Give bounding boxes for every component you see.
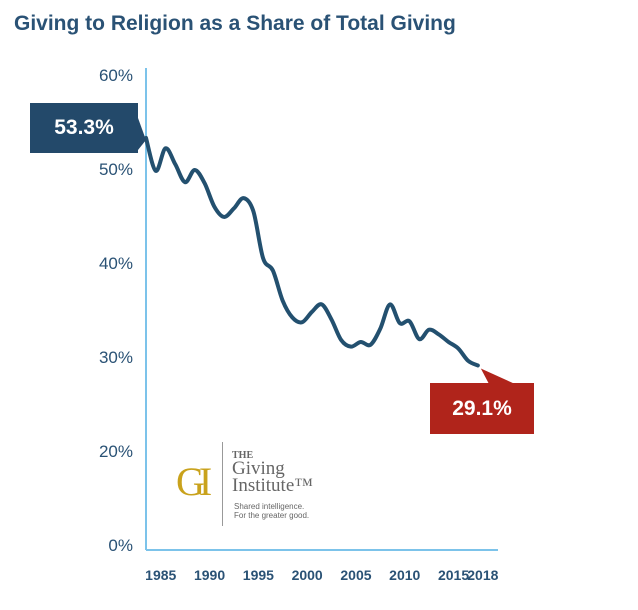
y-tick-label: 50% <box>99 160 133 179</box>
x-tick-label: 2010 <box>389 567 420 583</box>
end-callout-pointer <box>480 368 515 384</box>
y-tick-label: 30% <box>99 348 133 367</box>
x-tick-label: 2005 <box>340 567 371 583</box>
logo-tagline: Shared intelligence. For the greater good… <box>234 502 309 520</box>
y-tick-label: 40% <box>99 254 133 273</box>
y-tick-label: 0% <box>108 536 133 555</box>
x-tick-label: 1985 <box>145 567 176 583</box>
series-line <box>144 135 480 368</box>
y-tick-label: 60% <box>99 66 133 85</box>
logo-name-line1: Giving <box>232 458 285 479</box>
logo-the: THE <box>232 450 254 461</box>
logo-mark: GI <box>176 459 212 504</box>
logo-name: Giving Institute™ <box>232 458 313 496</box>
logo-divider <box>222 442 223 526</box>
logo-tagline1: Shared intelligence. <box>234 502 305 511</box>
x-tick-label: 1995 <box>243 567 274 583</box>
start-value-callout: 53.3% <box>30 103 138 153</box>
y-tick-label: 20% <box>99 442 133 461</box>
logo-name-line2: Institute™ <box>232 475 313 496</box>
x-tick-label: 1990 <box>194 567 225 583</box>
end-value-callout: 29.1% <box>430 383 534 434</box>
chart-title: Giving to Religion as a Share of Total G… <box>14 12 456 35</box>
start-callout-pointer <box>138 118 146 150</box>
giving-institute-logo: GI THE Giving Institute™ Shared intellige… <box>172 440 342 526</box>
x-tick-label: 2018 <box>467 567 498 583</box>
x-tick-label: 2015 <box>438 567 469 583</box>
x-tick-label: 2000 <box>292 567 323 583</box>
logo-tagline2: For the greater good. <box>234 511 310 520</box>
